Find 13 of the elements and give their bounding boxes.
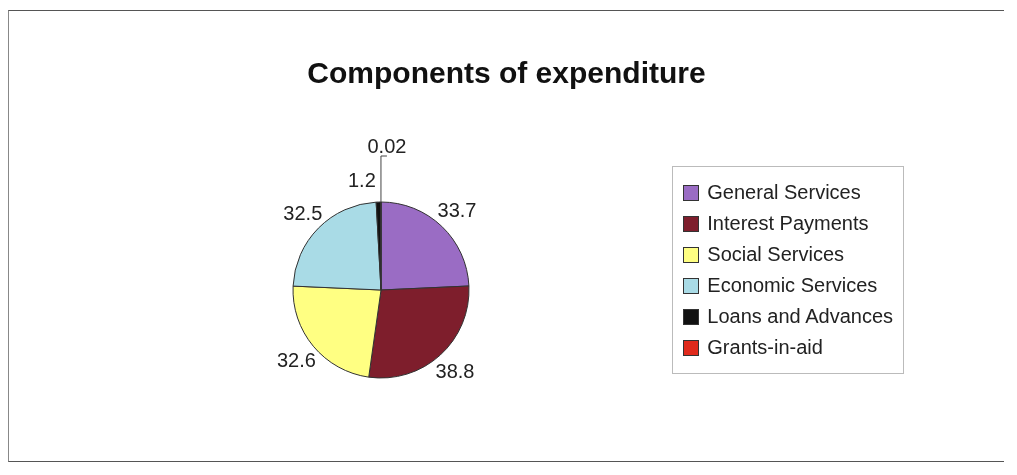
- data-label: 32.5: [283, 201, 323, 224]
- legend-label: General Services: [707, 180, 861, 205]
- legend-label: Loans and Advances: [707, 304, 893, 329]
- data-label: 1.2: [348, 169, 376, 192]
- chart-title: Components of expenditure: [306, 56, 707, 90]
- data-label: 38.8: [435, 360, 475, 383]
- legend-label: Economic Services: [707, 273, 878, 298]
- legend-label: Social Services: [707, 242, 845, 267]
- legend-label: Interest Payments: [707, 211, 869, 236]
- data-label: 0.02: [367, 135, 407, 157]
- data-label: 32.6: [276, 349, 316, 372]
- data-label: 33.7: [437, 199, 477, 222]
- legend-label: Grants-in-aid: [707, 335, 823, 360]
